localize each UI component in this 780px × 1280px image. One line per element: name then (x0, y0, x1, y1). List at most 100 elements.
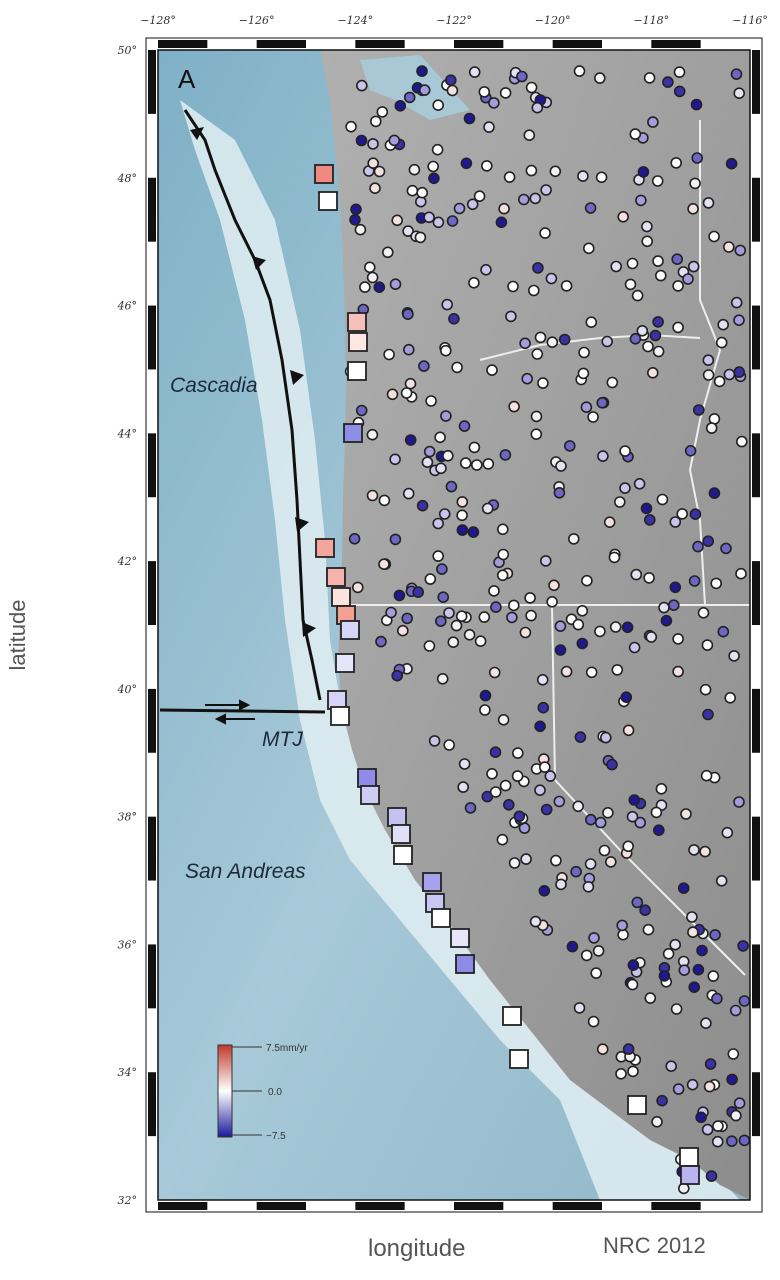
gps-station-marker (408, 163, 421, 176)
gps-station-marker (629, 128, 642, 140)
gps-station-marker (606, 758, 618, 771)
gps-station-marker (652, 316, 664, 328)
gps-station-marker (560, 280, 573, 292)
gps-station-marker (531, 101, 544, 114)
gps-station-marker (443, 739, 456, 751)
gps-station-marker (489, 746, 502, 759)
gps-station-marker (598, 844, 611, 857)
gps-station-marker (425, 395, 437, 407)
gps-station-marker (639, 904, 651, 917)
gps-station-marker (488, 97, 500, 109)
gps-station-marker (351, 581, 364, 594)
gps-station-marker (432, 99, 445, 111)
gps-station-marker (643, 514, 656, 526)
gps-station-marker (593, 72, 606, 84)
gps-station-marker (496, 569, 509, 582)
gps-station-marker (529, 192, 542, 205)
gps-station-marker (432, 550, 445, 562)
tide-gauge-marker (679, 1147, 699, 1167)
gps-station-marker (577, 170, 589, 182)
gps-station-marker (642, 340, 654, 353)
gps-station-marker (378, 558, 390, 571)
gps-station-marker (606, 376, 619, 389)
gps-station-marker (725, 157, 738, 170)
gps-station-marker (517, 193, 530, 206)
gps-station-marker (524, 592, 536, 604)
gps-station-marker (592, 945, 605, 957)
gps-station-marker (437, 591, 450, 604)
gps-station-marker (712, 1120, 724, 1132)
gps-station-marker (631, 289, 644, 302)
gps-station-marker (386, 388, 399, 401)
gps-station-marker (499, 449, 512, 461)
gps-station-marker (725, 1135, 738, 1147)
gps-station-marker (539, 227, 551, 239)
gps-station-marker (728, 650, 740, 662)
gps-station-marker (549, 165, 562, 178)
gps-station-marker (553, 795, 566, 808)
gps-station-marker (389, 278, 402, 291)
gps-station-marker (584, 813, 597, 826)
gps-station-marker (489, 786, 502, 798)
gps-station-marker (670, 1003, 683, 1015)
colorbar: 7.5mm/yr 0.0 −7.5 (217, 1043, 308, 1142)
gps-station-marker (519, 337, 531, 350)
tide-gauge-marker (391, 824, 411, 844)
gps-station-marker (473, 190, 486, 202)
gps-station-marker (644, 992, 657, 1004)
gps-station-marker (733, 796, 745, 808)
gps-station-marker (490, 601, 502, 613)
gps-station-marker (610, 260, 623, 273)
gps-station-marker (554, 620, 567, 633)
gps-station-marker (717, 625, 730, 638)
tide-gauge-marker (314, 164, 334, 184)
gps-station-marker (604, 856, 617, 868)
gps-station-marker (637, 166, 650, 178)
gps-station-marker (388, 134, 401, 147)
gps-station-marker (502, 798, 515, 811)
gps-station-marker (416, 65, 428, 77)
gps-station-marker (354, 223, 367, 236)
gps-station-marker (479, 704, 491, 716)
gps-station-marker (435, 462, 447, 475)
gps-station-marker (621, 621, 634, 634)
gps-station-marker (708, 230, 720, 243)
gps-station-marker (652, 345, 665, 358)
gps-station-marker (705, 1170, 718, 1182)
gps-station-marker (658, 970, 671, 982)
gps-station-marker (587, 1015, 600, 1028)
gps-station-marker (404, 377, 417, 390)
y-tick-label: 44° (117, 427, 138, 440)
gps-station-marker (531, 348, 544, 360)
gps-station-marker (555, 878, 567, 891)
gps-station-marker (486, 364, 498, 376)
tide-gauge-marker (347, 312, 367, 332)
gps-station-marker (711, 1135, 724, 1148)
y-tick-label: 50° (118, 44, 138, 57)
gps-station-marker (534, 331, 547, 344)
gps-station-marker (686, 1078, 699, 1091)
gps-station-marker (643, 572, 655, 584)
gps-station-marker (391, 214, 404, 227)
gps-station-marker (692, 963, 705, 976)
gps-station-marker (726, 1073, 738, 1086)
tide-gauge-marker (455, 954, 475, 974)
gps-station-marker (667, 599, 680, 612)
gps-station-marker (720, 542, 732, 555)
gps-station-marker (672, 665, 684, 678)
gps-station-marker (713, 375, 726, 388)
gps-station-marker (349, 214, 361, 226)
gps-station-marker (735, 435, 748, 448)
gps-station-marker (702, 197, 715, 209)
gps-station-marker (658, 601, 670, 614)
tide-gauge-marker (502, 1006, 522, 1026)
gps-station-marker (499, 779, 512, 792)
gps-station-marker (434, 431, 446, 444)
gps-station-marker (572, 618, 585, 631)
gps-station-marker (432, 216, 445, 229)
gps-station-marker (545, 272, 558, 285)
gps-station-marker (456, 524, 469, 536)
tide-gauge-marker (450, 928, 470, 948)
gps-station-marker (584, 202, 597, 214)
gps-station-marker (525, 81, 538, 94)
